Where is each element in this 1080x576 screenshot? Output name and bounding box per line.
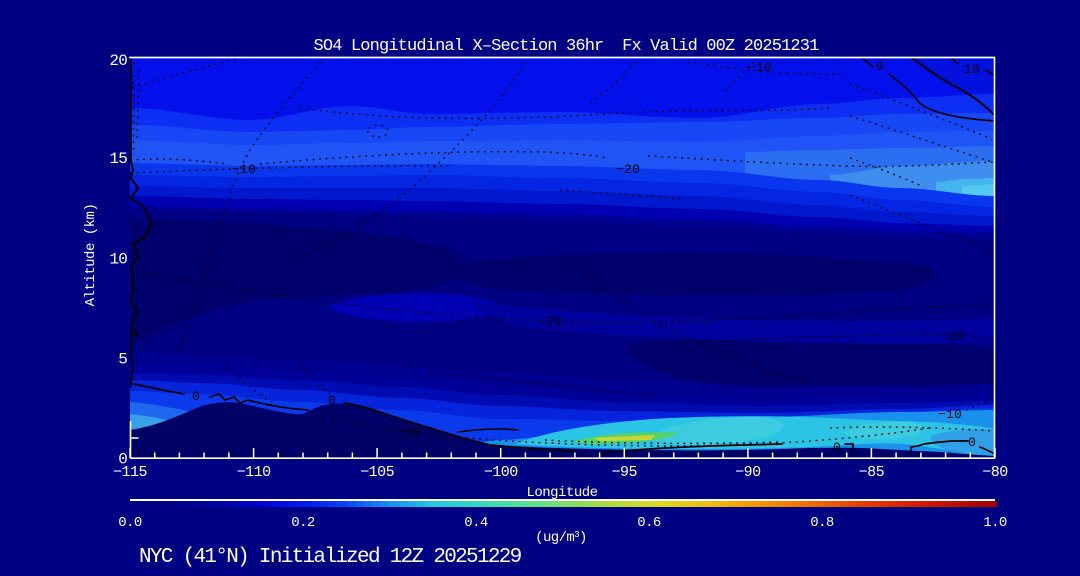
svg-text:−20: −20 (940, 329, 964, 344)
svg-text:0.6: 0.6 (637, 515, 661, 531)
svg-text:10: 10 (109, 250, 127, 268)
svg-text:−100: −100 (484, 464, 519, 481)
svg-text:0.0: 0.0 (118, 515, 142, 531)
svg-text:(ug/m3): (ug/m3) (535, 530, 587, 546)
svg-text:NYC (41°N) Initialized 12Z 202: NYC (41°N) Initialized 12Z 20251229 (139, 546, 522, 569)
svg-text:0: 0 (876, 59, 884, 74)
svg-text:−10: −10 (232, 162, 256, 177)
svg-text:−10: −10 (938, 407, 962, 422)
svg-text:0.4: 0.4 (464, 515, 488, 531)
svg-text:−80: −80 (982, 464, 1008, 481)
svg-text:−85: −85 (859, 464, 885, 481)
svg-text:0: 0 (968, 435, 976, 450)
svg-text:SO4 Longitudinal X–Section 36h: SO4 Longitudinal X–Section 36hr Fx Valid… (314, 37, 820, 56)
svg-text:Longitude: Longitude (526, 485, 597, 501)
svg-text:0.8: 0.8 (810, 515, 834, 531)
svg-text:Altitude (km): Altitude (km) (83, 204, 99, 307)
svg-text:0.2: 0.2 (291, 515, 315, 531)
svg-text:10: 10 (964, 62, 980, 77)
svg-text:−10: −10 (396, 425, 420, 440)
svg-text:0: 0 (118, 451, 127, 469)
svg-text:20: 20 (109, 52, 127, 70)
svg-text:0: 0 (328, 393, 336, 408)
svg-text:0: 0 (192, 389, 200, 404)
svg-text:−115: −115 (113, 464, 148, 481)
svg-text:−10: −10 (748, 60, 772, 75)
svg-text:5: 5 (118, 350, 127, 368)
svg-text:−20: −20 (616, 162, 640, 177)
svg-text:1.0: 1.0 (983, 515, 1007, 531)
svg-text:−105: −105 (360, 464, 395, 481)
svg-text:15: 15 (109, 150, 127, 168)
svg-text:−90: −90 (735, 464, 761, 481)
svg-text:−20: −20 (538, 314, 562, 329)
svg-text:−110: −110 (237, 464, 272, 481)
svg-text:0: 0 (833, 440, 841, 455)
svg-text:−95: −95 (612, 464, 638, 481)
